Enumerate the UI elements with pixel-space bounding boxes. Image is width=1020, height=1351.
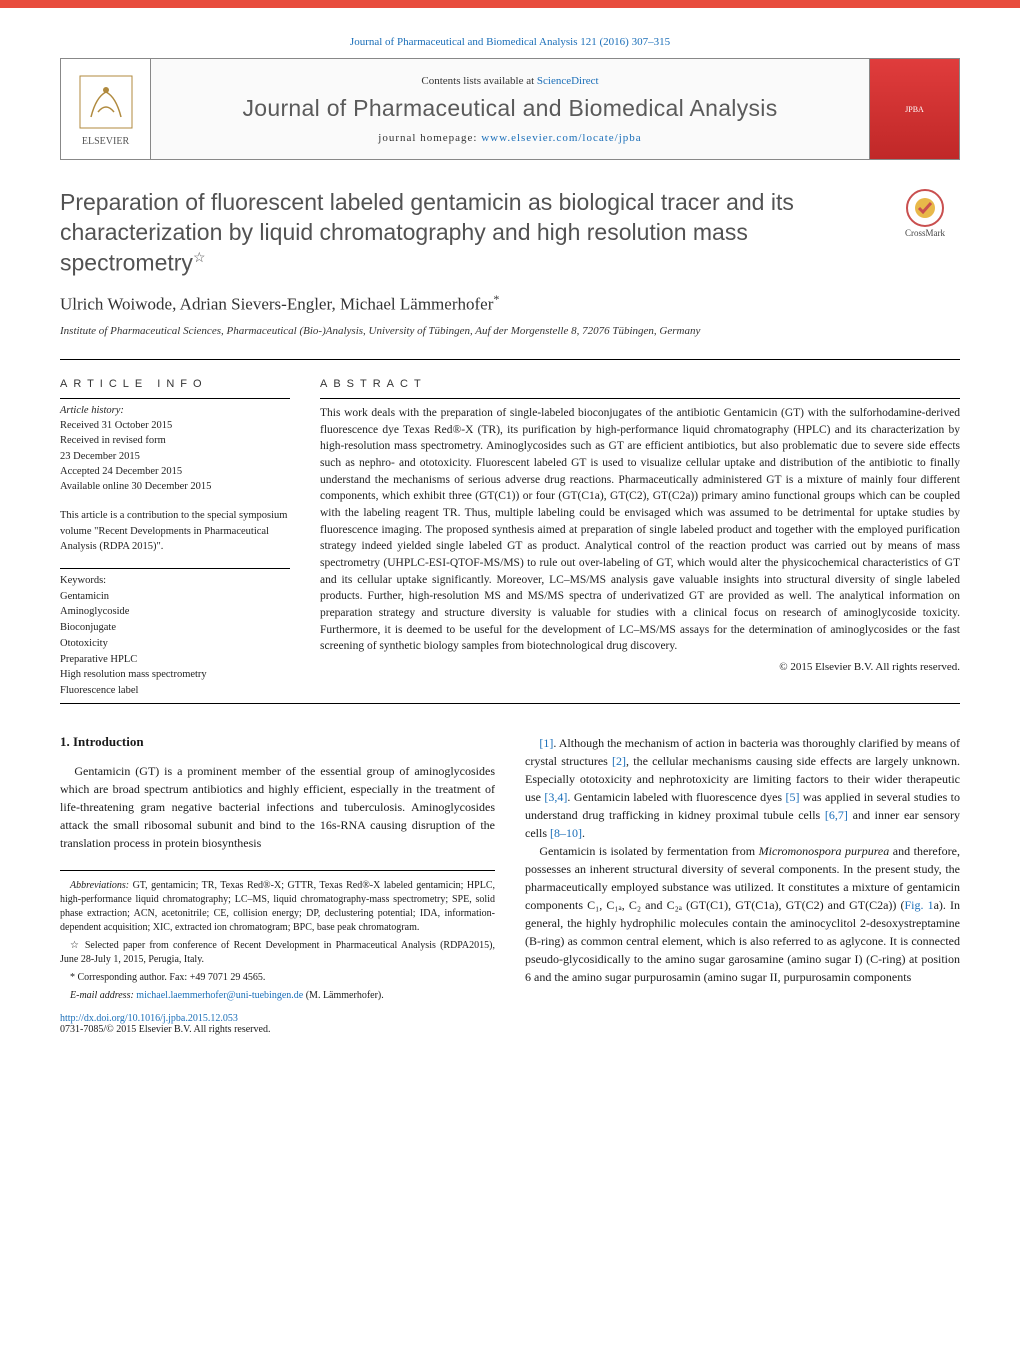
homepage-prefix: journal homepage: [378,132,481,144]
article-title: Preparation of fluorescent labeled genta… [60,188,874,278]
online: Available online 30 December 2015 [60,479,290,494]
elsevier-label: ELSEVIER [82,136,129,147]
doi-link[interactable]: http://dx.doi.org/10.1016/j.jpba.2015.12… [60,1013,495,1024]
affiliation: Institute of Pharmaceutical Sciences, Ph… [60,325,960,337]
keywords-label: Keywords: [60,573,290,589]
crossmark-label: CrossMark [905,228,945,238]
keyword: Bioconjugate [60,620,290,636]
keyword: Aminoglycoside [60,604,290,620]
cite-1[interactable]: [1] [539,736,553,750]
article-history: Article history: Received 31 October 201… [60,403,290,494]
divider-kw [60,568,290,569]
intro-p1: Gentamicin (GT) is a prominent member of… [60,762,495,852]
article-info-heading: ARTICLE INFO [60,378,290,390]
doi-block: http://dx.doi.org/10.1016/j.jpba.2015.12… [60,1013,495,1035]
abstract-copyright: © 2015 Elsevier B.V. All rights reserved… [320,661,960,673]
body-columns: 1. Introduction Gentamicin (GT) is a pro… [60,708,960,1035]
received: Received 31 October 2015 [60,418,290,433]
revised1: Received in revised form [60,433,290,448]
corr-footnote: * Corresponding author. Fax: +49 7071 29… [60,971,495,985]
divider-info [60,398,290,399]
email-paren: (M. Lämmerhofer). [303,990,384,1001]
article-info-col: ARTICLE INFO Article history: Received 3… [60,368,290,699]
abbrev-footnote: Abbreviations: GT, gentamicin; TR, Texas… [60,879,495,935]
revised2: 23 December 2015 [60,449,290,464]
header-citation: Journal of Pharmaceutical and Biomedical… [60,36,960,48]
page-container: Journal of Pharmaceutical and Biomedical… [0,0,1020,1075]
elsevier-logo-icon [76,72,136,132]
journal-header-box: ELSEVIER Contents lists available at Sci… [60,58,960,160]
email-link[interactable]: michael.laemmerhofer@uni-tuebingen.de [136,990,303,1001]
title-block: Preparation of fluorescent labeled genta… [60,188,960,278]
divider-bottom [60,703,960,704]
divider-top [60,359,960,360]
keywords-block: Keywords: Gentamicin Aminoglycoside Bioc… [60,573,290,699]
authors: Ulrich Woiwode, Adrian Sievers-Engler, M… [60,292,960,315]
intro-p3: Gentamicin is isolated by fermentation f… [525,842,960,986]
special-note: This article is a contribution to the sp… [60,508,290,554]
crossmark-icon [905,188,945,228]
keyword: Ototoxicity [60,636,290,652]
article-title-text: Preparation of fluorescent labeled genta… [60,189,794,275]
accepted: Accepted 24 December 2015 [60,464,290,479]
author-list: Ulrich Woiwode, Adrian Sievers-Engler, M… [60,295,493,314]
abstract-heading: ABSTRACT [320,378,960,390]
abstract-col: ABSTRACT This work deals with the prepar… [320,368,960,699]
issn-line: 0731-7085/© 2015 Elsevier B.V. All right… [60,1024,495,1035]
sciencedirect-link[interactable]: ScienceDirect [537,75,599,87]
homepage-link[interactable]: www.elsevier.com/locate/jpba [481,132,641,144]
title-star: ☆ [193,249,206,265]
corr-asterisk: * [493,292,499,306]
body-col-left: 1. Introduction Gentamicin (GT) is a pro… [60,708,495,1035]
keyword: High resolution mass spectrometry [60,667,290,683]
journal-title: Journal of Pharmaceutical and Biomedical… [161,95,859,122]
abbrev-label: Abbreviations: [70,880,129,891]
journal-cover: JPBA [869,59,959,159]
intro-p2: [1]. Although the mechanism of action in… [525,734,960,842]
info-abstract-row: ARTICLE INFO Article history: Received 3… [60,368,960,699]
body-col-right: [1]. Although the mechanism of action in… [525,708,960,1035]
divider-abs [320,398,960,399]
contents-prefix: Contents lists available at [421,75,536,87]
footnotes: Abbreviations: GT, gentamicin; TR, Texas… [60,870,495,1003]
abstract-text: This work deals with the preparation of … [320,405,960,655]
crossmark-badge[interactable]: CrossMark [890,188,960,238]
contents-center: Contents lists available at ScienceDirec… [151,67,869,152]
journal-homepage: journal homepage: www.elsevier.com/locat… [161,132,859,144]
keyword: Gentamicin [60,589,290,605]
intro-text-right: [1]. Although the mechanism of action in… [525,734,960,986]
email-footnote: E-mail address: michael.laemmerhofer@uni… [60,989,495,1003]
history-label: Article history: [60,403,290,418]
keyword: Preparative HPLC [60,652,290,668]
intro-text-left: Gentamicin (GT) is a prominent member of… [60,762,495,852]
contents-line: Contents lists available at ScienceDirec… [161,75,859,87]
cover-text: JPBA [905,105,924,114]
keyword: Fluorescence label [60,683,290,699]
elsevier-logo-cell: ELSEVIER [61,59,151,159]
star-footnote: ☆ Selected paper from conference of Rece… [60,939,495,967]
email-label: E-mail address: [70,990,136,1001]
intro-heading: 1. Introduction [60,734,495,750]
